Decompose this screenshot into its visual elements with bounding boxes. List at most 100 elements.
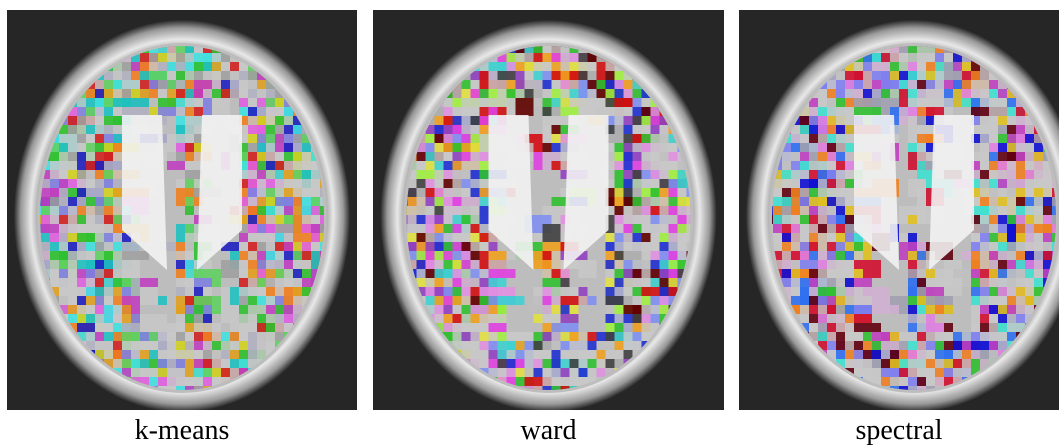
- parcel: [926, 98, 953, 107]
- parcel: [579, 296, 588, 305]
- parcel: [791, 188, 800, 197]
- parcel: [122, 107, 149, 116]
- parcel: [221, 359, 230, 368]
- parcel: [552, 350, 561, 359]
- parcel: [185, 269, 194, 278]
- parcel: [149, 368, 158, 377]
- caption: ward: [373, 414, 724, 447]
- parcel: [615, 233, 624, 242]
- parcel: [800, 143, 809, 152]
- parcel: [275, 170, 284, 179]
- parcel: [266, 125, 275, 134]
- parcel: [230, 350, 239, 359]
- parcel: [140, 359, 149, 368]
- parcel: [872, 305, 899, 314]
- parcel: [131, 89, 140, 98]
- parcel: [444, 251, 453, 260]
- parcel: [543, 152, 552, 161]
- parcel: [588, 332, 597, 341]
- parcel: [890, 80, 899, 89]
- parcel: [122, 251, 149, 260]
- parcel: [1034, 251, 1043, 260]
- parcel: [642, 197, 651, 206]
- parcel: [836, 332, 845, 341]
- parcel: [1034, 269, 1043, 278]
- parcel: [104, 179, 113, 188]
- parcel: [1007, 287, 1016, 296]
- parcel: [651, 314, 660, 323]
- parcel: [158, 98, 176, 107]
- parcel: [122, 269, 140, 278]
- parcel: [944, 323, 953, 332]
- parcel: [660, 233, 669, 242]
- parcel: [122, 80, 131, 89]
- parcel: [1025, 188, 1034, 197]
- parcel: [1025, 269, 1034, 278]
- parcel: [1016, 188, 1025, 197]
- parcel: [149, 350, 158, 359]
- parcel: [480, 161, 489, 170]
- parcel: [471, 224, 480, 233]
- parcel: [1034, 278, 1043, 287]
- parcel: [863, 332, 872, 341]
- parcel: [507, 71, 516, 80]
- parcel: [95, 89, 104, 98]
- parcel: [651, 143, 660, 152]
- parcel: [68, 125, 77, 134]
- parcel: [1007, 179, 1016, 188]
- parcel: [899, 377, 908, 386]
- parcel: [257, 170, 266, 179]
- parcel: [989, 314, 998, 323]
- parcel: [809, 260, 818, 269]
- parcel: [863, 62, 872, 71]
- parcel: [872, 89, 881, 98]
- parcel: [570, 359, 579, 368]
- parcel: [980, 251, 989, 260]
- parcel: [827, 314, 836, 323]
- parcel: [140, 278, 158, 287]
- parcel: [836, 278, 845, 287]
- parcel: [633, 98, 642, 107]
- parcel: [836, 107, 845, 116]
- parcel: [68, 206, 77, 215]
- parcel: [971, 107, 980, 116]
- parcel: [176, 359, 185, 368]
- parcel: [1007, 233, 1016, 242]
- parcel: [800, 206, 809, 215]
- parcel: [417, 260, 426, 269]
- parcel: [534, 53, 543, 62]
- parcel: [606, 323, 615, 332]
- parcel: [570, 368, 579, 377]
- parcel: [998, 125, 1007, 134]
- parcel: [435, 224, 444, 233]
- parcel: [194, 287, 203, 296]
- parcel: [203, 368, 212, 377]
- parcel: [899, 53, 908, 62]
- parcel: [899, 89, 908, 107]
- parcel: [669, 215, 678, 224]
- parcel: [149, 377, 158, 386]
- parcel: [908, 134, 917, 143]
- parcel: [185, 341, 194, 350]
- caption: spectral: [739, 414, 1059, 447]
- parcel: [176, 53, 185, 62]
- parcel: [881, 341, 890, 350]
- parcel: [293, 143, 302, 152]
- parcel: [800, 260, 809, 269]
- parcel: [95, 215, 104, 224]
- parcel: [426, 143, 435, 152]
- parcel: [131, 350, 140, 359]
- parcel: [1043, 215, 1052, 224]
- parcel: [50, 188, 59, 197]
- parcel: [624, 251, 633, 260]
- parcel: [86, 107, 95, 116]
- parcel: [791, 224, 800, 233]
- parcel: [908, 179, 926, 188]
- parcel: [615, 224, 624, 233]
- parcel: [185, 287, 194, 296]
- parcel: [239, 80, 248, 89]
- parcel: [239, 359, 248, 368]
- parcel: [926, 116, 935, 125]
- parcel: [77, 323, 86, 332]
- parcel: [624, 161, 633, 170]
